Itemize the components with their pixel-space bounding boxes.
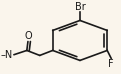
- Text: O: O: [24, 31, 32, 41]
- Text: F: F: [108, 59, 114, 69]
- Text: Br: Br: [75, 2, 85, 12]
- Text: –N: –N: [1, 50, 13, 60]
